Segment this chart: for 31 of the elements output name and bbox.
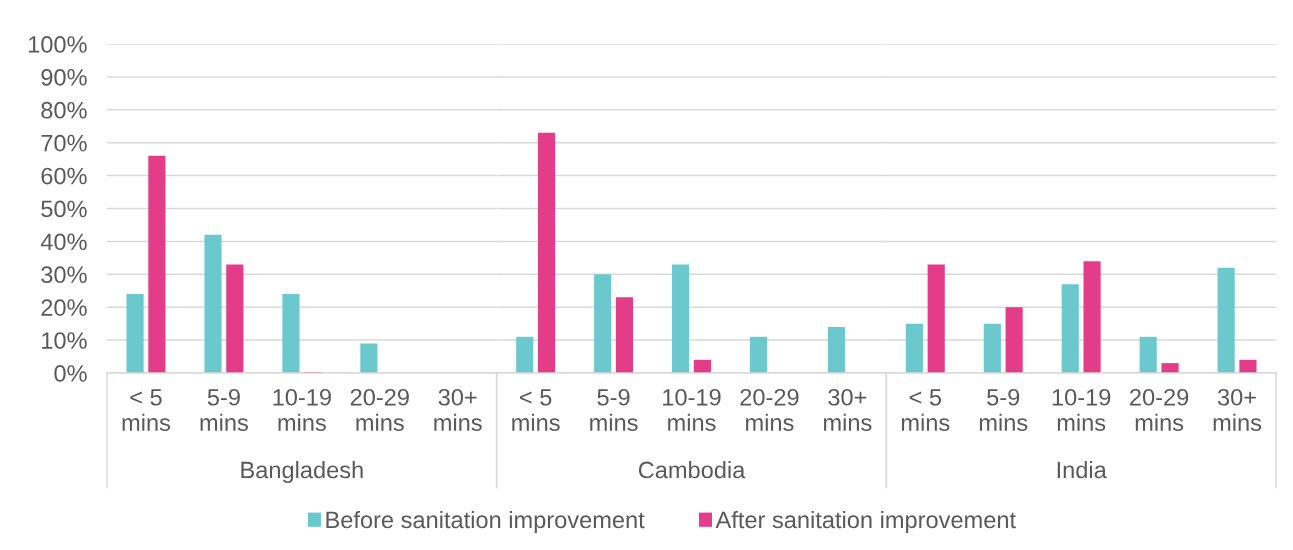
x-tick-label: 10-19 mins <box>663 388 721 432</box>
y-tick-label: 20% <box>41 299 87 316</box>
x-tick-label: 20-29 mins <box>350 388 409 432</box>
y-tick-label: 90% <box>41 68 87 86</box>
legend-label: After sanitation improvement <box>715 510 1016 533</box>
x-tick-label: 5-9 mins <box>200 388 248 432</box>
x-tick-label: 30+ mins <box>1213 388 1262 432</box>
y-tick-label: 100% <box>28 36 87 53</box>
y-tick-label: 10% <box>42 332 87 349</box>
y-tick-label: 60% <box>41 167 87 185</box>
x-axis-title: India <box>1057 461 1107 479</box>
x-axis-title: Cambodia <box>638 461 746 479</box>
y-tick-label: 50% <box>41 200 87 218</box>
x-tick-label: < 5 mins <box>901 389 950 432</box>
x-tick-label: 20-29 mins <box>740 388 799 432</box>
x-tick-label: < 5 mins <box>512 389 560 432</box>
x-tick-label: < 5 mins <box>122 389 171 432</box>
legend-label: Before sanitation improvement <box>326 510 645 533</box>
y-tick-label: 70% <box>41 134 87 152</box>
y-tick-label: 80% <box>41 101 87 119</box>
x-tick-label: 10-19 mins <box>273 388 331 432</box>
y-tick-label: 30% <box>41 266 87 284</box>
x-tick-label: 20-29 mins <box>1130 388 1189 432</box>
y-tick-label: 0% <box>54 365 87 382</box>
x-tick-label: 10-19 mins <box>1052 388 1111 432</box>
x-tick-label: 30+ mins <box>434 388 482 432</box>
x-tick-label: 30+ mins <box>824 388 872 432</box>
x-tick-label: 5-9 mins <box>590 388 638 432</box>
x-axis-title: Bangladesh <box>241 461 363 484</box>
x-tick-label: 5-9 mins <box>979 388 1028 432</box>
y-tick-label: 40% <box>40 233 87 251</box>
